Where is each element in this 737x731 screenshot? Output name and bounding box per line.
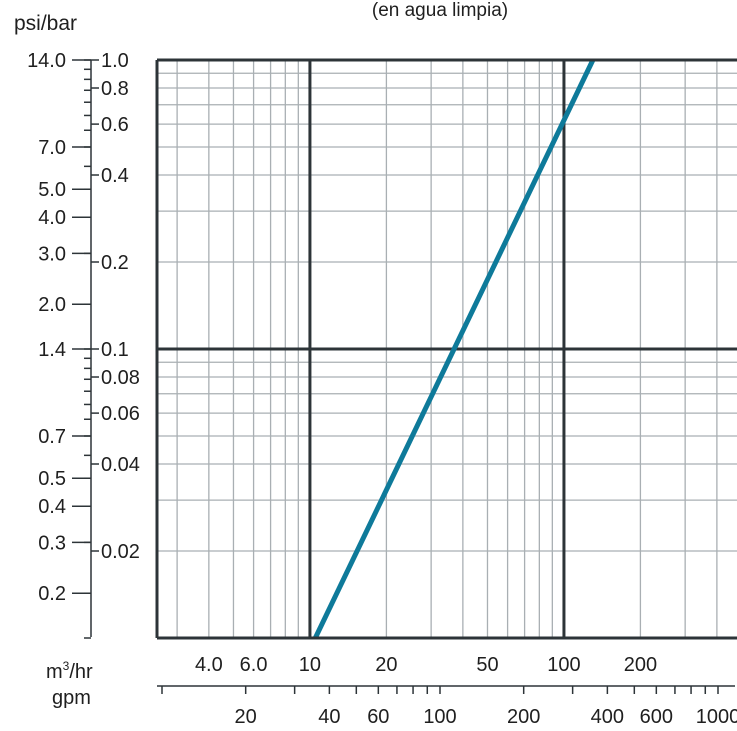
y-secondary-tick-label: 0.7 — [38, 426, 66, 448]
y-primary-tick-label: 0.04 — [101, 454, 140, 476]
y-secondary-tick-label: 0.3 — [38, 532, 66, 554]
y-primary-tick-label: 1.0 — [101, 50, 129, 72]
y-secondary-tick-label: 14.0 — [27, 50, 66, 72]
y-secondary-tick-label: 5.0 — [38, 179, 66, 201]
x-secondary-tick-label: 100 — [423, 706, 456, 728]
x-primary-tick-label: 50 — [476, 654, 498, 676]
x-primary-tick-label: 200 — [624, 654, 657, 676]
x-secondary-tick-label: 400 — [591, 706, 624, 728]
major-grid — [157, 60, 737, 638]
x-primary-axis-label-suffix: /hr — [69, 661, 93, 683]
x-primary-axis-label-sup: 3 — [63, 659, 70, 673]
y-secondary-tick-label: 0.5 — [38, 468, 66, 490]
y-secondary-tick-label: 3.0 — [38, 243, 66, 265]
x-primary-axis-label-base: m — [46, 661, 63, 683]
y-primary-tick-label: 0.08 — [101, 367, 140, 389]
x-primary-tick-label: 6.0 — [240, 654, 268, 676]
series-layer — [313, 58, 596, 640]
x-primary-axis-label: m3/hr — [46, 659, 93, 683]
y-primary-tick-label: 0.06 — [101, 403, 140, 425]
x-secondary-tick-label: 600 — [640, 706, 673, 728]
y-primary-tick-label: 0.6 — [101, 114, 129, 136]
y-secondary-axis-label: psi/bar — [14, 12, 77, 35]
x-secondary-tick-label: 1000 — [696, 706, 737, 728]
y-secondary-tick-label: 0.2 — [38, 583, 66, 605]
x-primary-tick-label: 100 — [547, 654, 580, 676]
chart-title: (en agua limpia) — [372, 0, 508, 21]
y-primary-tick-label: 0.1 — [101, 339, 129, 361]
x-secondary-axis-label: gpm — [52, 687, 91, 709]
data-series-line — [313, 58, 596, 640]
y-secondary-tick-label: 0.4 — [38, 496, 66, 518]
plot-frame — [155, 58, 737, 640]
x-primary-tick-label: 10 — [299, 654, 321, 676]
x-primary-tick-label: 20 — [375, 654, 397, 676]
x-primary-tick-label: 4.0 — [195, 654, 223, 676]
y-secondary-tick-label: 2.0 — [38, 294, 66, 316]
x-secondary-tick-label: 60 — [367, 706, 389, 728]
x-secondary-tick-label: 40 — [318, 706, 340, 728]
x-secondary-tick-label: 200 — [507, 706, 540, 728]
y-secondary-tick-label: 7.0 — [38, 137, 66, 159]
x-primary-axis: 4.0 6.0 10 20 50 100 200 — [195, 654, 657, 676]
x-secondary-tick-label: 20 — [235, 706, 257, 728]
y-primary-tick-label: 0.2 — [101, 252, 129, 274]
y-primary-tick-label: 0.8 — [101, 78, 129, 100]
x-secondary-axis: 20 40 60 100 200 400 600 1000 — [157, 685, 737, 728]
y-primary-axis: 1.0 0.8 0.6 0.4 0.2 0.1 0.08 0.06 0.04 0.02 — [91, 50, 140, 563]
y-secondary-axis: 14.0 7.0 5.0 4.0 3.0 2.0 1.4 0.7 0.5 0.4 0.3 0.2 — [27, 50, 92, 639]
y-secondary-tick-label: 4.0 — [38, 207, 66, 229]
y-secondary-tick-label: 1.4 — [38, 339, 66, 361]
y-primary-tick-label: 0.4 — [101, 165, 129, 187]
y-primary-tick-label: 0.02 — [101, 541, 140, 563]
